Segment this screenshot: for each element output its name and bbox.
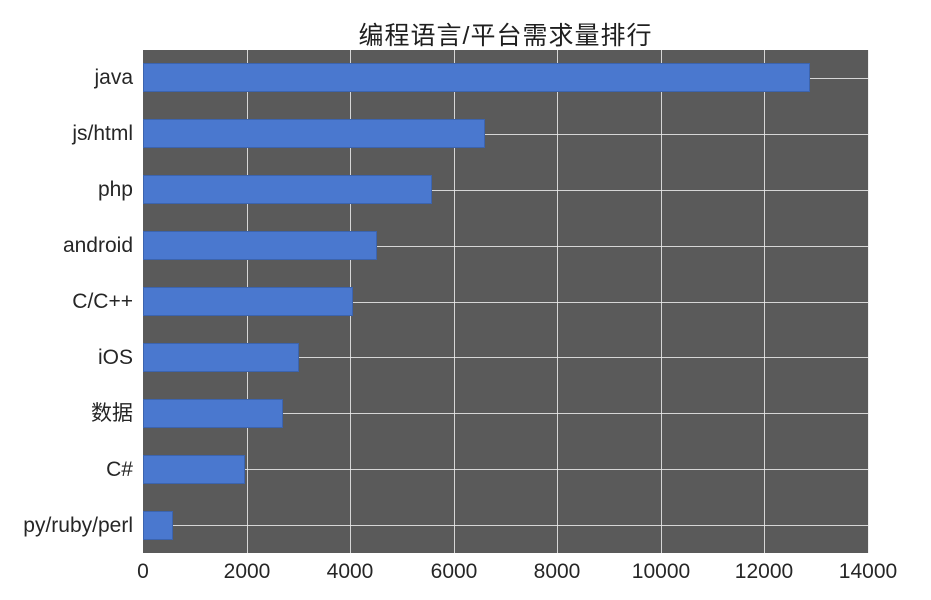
bar-- (143, 399, 283, 428)
horizontal-gridline (143, 302, 868, 303)
bar-java (143, 63, 810, 92)
y-tick-label: C/C++ (72, 290, 133, 313)
horizontal-gridline (143, 525, 868, 526)
x-tick-label: 12000 (734, 560, 794, 583)
y-tick-label: 数据 (91, 402, 133, 425)
y-tick-label: js/html (72, 122, 133, 145)
vertical-gridline (764, 50, 765, 553)
y-tick-label: iOS (97, 346, 133, 369)
x-tick-label: 8000 (533, 560, 581, 583)
x-tick-label: 10000 (631, 560, 691, 583)
vertical-gridline (454, 50, 455, 553)
bar-ios (143, 343, 299, 372)
bar-android (143, 231, 377, 260)
y-tick-label: android (62, 234, 133, 257)
bar-js-html (143, 119, 485, 148)
bar-py-ruby-perl (143, 511, 173, 540)
horizontal-gridline (143, 190, 868, 191)
chart-title: 编程语言/平台需求量排行 (358, 22, 653, 50)
horizontal-gridline (143, 357, 868, 358)
vertical-gridline (868, 50, 869, 553)
x-tick-label: 6000 (430, 560, 478, 583)
x-tick-label: 14000 (838, 560, 898, 583)
y-tick-label: java (94, 66, 133, 89)
vertical-gridline (661, 50, 662, 553)
horizontal-gridline (143, 413, 868, 414)
y-tick-label: C# (106, 458, 133, 481)
x-tick-label: 4000 (326, 560, 374, 583)
bar-c-c- (143, 287, 353, 316)
x-tick-label: 0 (137, 560, 149, 583)
horizontal-gridline (143, 469, 868, 470)
x-tick-label: 2000 (223, 560, 271, 583)
bar-php (143, 175, 432, 204)
vertical-gridline (557, 50, 558, 553)
y-tick-label: php (97, 178, 133, 201)
y-tick-label: py/ruby/perl (23, 514, 133, 537)
plot-area (143, 50, 869, 553)
horizontal-gridline (143, 134, 868, 135)
bar-c- (143, 455, 245, 484)
horizontal-gridline (143, 246, 868, 247)
